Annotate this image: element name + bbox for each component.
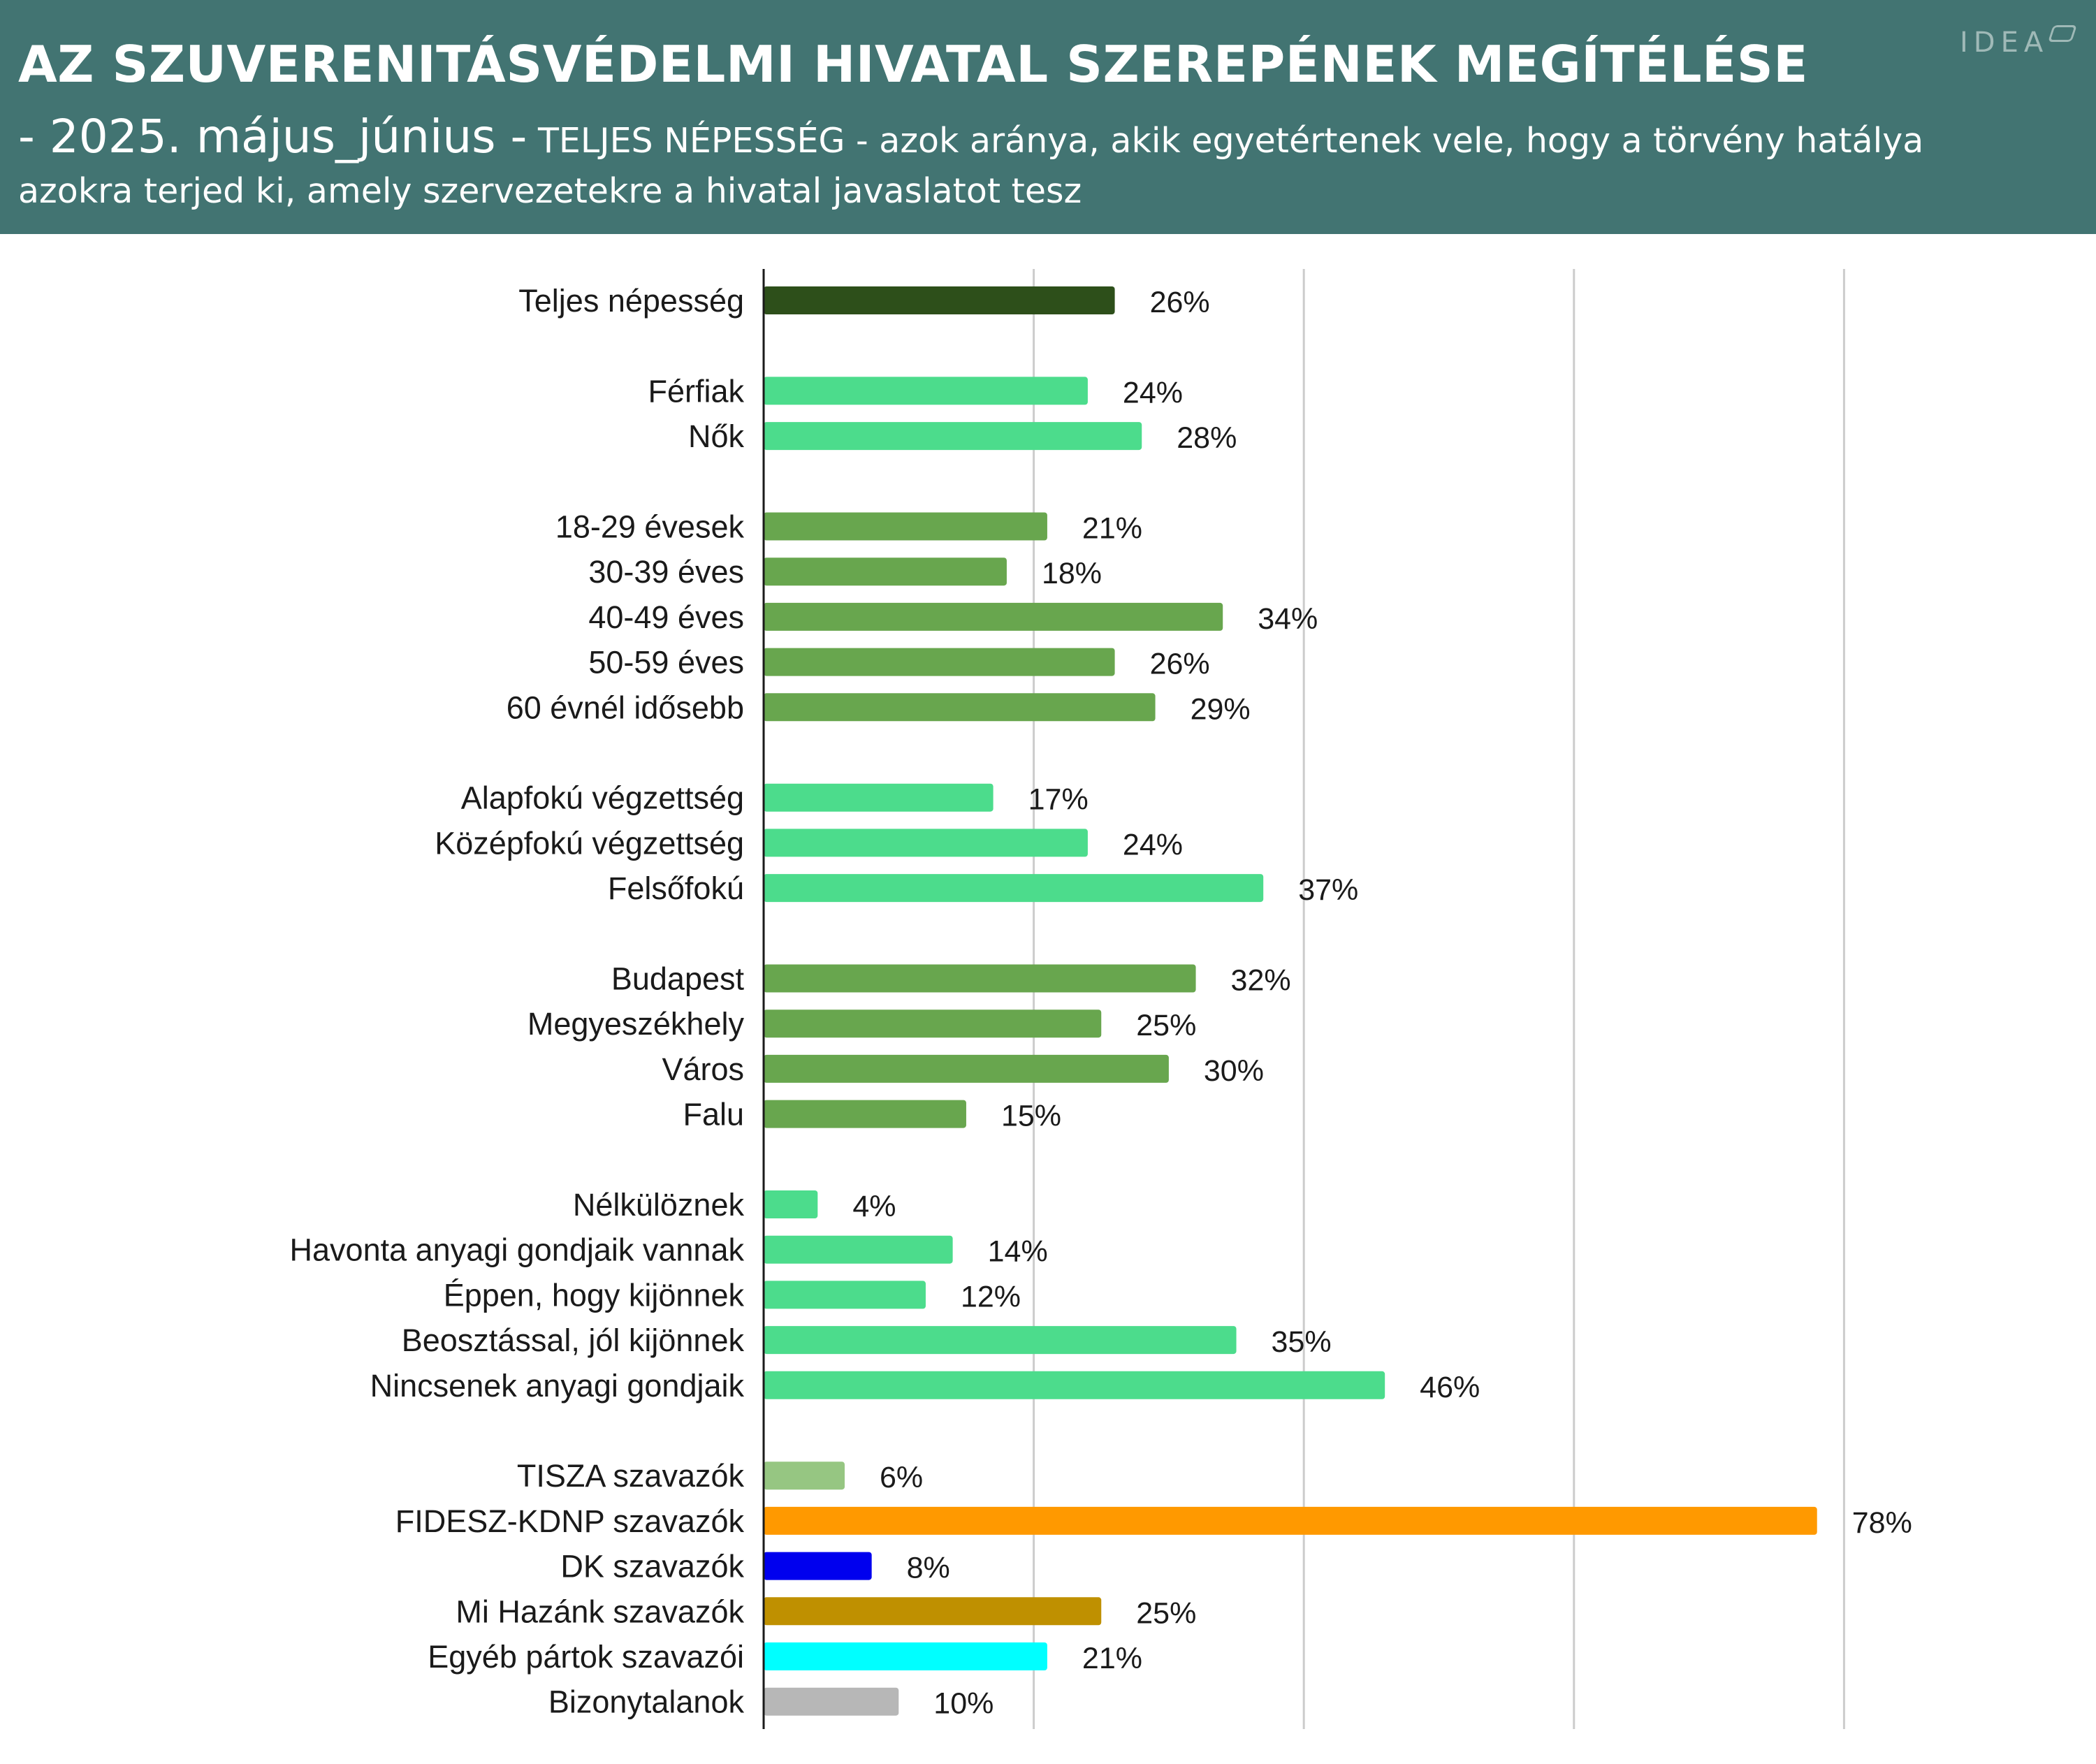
- category-label: Teljes népesség: [518, 283, 744, 319]
- value-label: 25%: [1136, 1596, 1196, 1630]
- bar: [764, 377, 1088, 405]
- category-label: Város: [662, 1051, 744, 1087]
- category-label: DK szavazók: [560, 1549, 744, 1584]
- category-label: 18-29 évesek: [555, 509, 745, 545]
- category-label: Nők: [688, 418, 745, 454]
- bar: [764, 512, 1047, 541]
- bar: [764, 1100, 966, 1128]
- value-label: 24%: [1123, 376, 1183, 409]
- bar: [764, 1597, 1102, 1626]
- bar: [764, 422, 1142, 451]
- header-banner: AZ SZUVERENITÁSVÉDELMI HIVATAL SZEREPÉNE…: [0, 0, 2096, 234]
- value-label: 10%: [933, 1687, 994, 1721]
- value-label: 29%: [1191, 692, 1251, 726]
- bar: [764, 1552, 872, 1580]
- bar: [764, 1235, 953, 1264]
- category-label: FIDESZ-KDNP szavazók: [395, 1503, 745, 1539]
- bar: [764, 829, 1088, 857]
- category-label: 50-59 éves: [588, 645, 744, 680]
- category-label: Beosztással, jól kijönnek: [402, 1322, 745, 1358]
- value-label: 46%: [1420, 1371, 1480, 1404]
- value-label: 12%: [961, 1280, 1021, 1313]
- value-label: 18%: [1042, 557, 1102, 590]
- category-label: Falu: [683, 1097, 744, 1132]
- value-label: 8%: [907, 1552, 950, 1585]
- value-label: 26%: [1150, 648, 1210, 681]
- value-label: 21%: [1082, 512, 1142, 546]
- bar: [764, 1506, 1817, 1535]
- bar: [764, 1009, 1102, 1038]
- category-label: 30-39 éves: [588, 554, 744, 590]
- value-label: 24%: [1123, 828, 1183, 861]
- subtitle-text: TELJES NÉPESSÉG - azok aránya, akik egye…: [18, 121, 1924, 211]
- category-label: Budapest: [611, 961, 745, 997]
- value-label: 6%: [880, 1461, 923, 1494]
- value-label: 21%: [1082, 1642, 1142, 1675]
- page-title: AZ SZUVERENITÁSVÉDELMI HIVATAL SZEREPÉNE…: [18, 35, 1808, 94]
- bar: [764, 783, 994, 812]
- bar: [764, 693, 1156, 722]
- category-label: 40-49 éves: [588, 599, 744, 635]
- category-label: Éppen, hogy kijönnek: [444, 1277, 745, 1313]
- category-label: Nincsenek anyagi gondjaik: [370, 1368, 745, 1404]
- value-label: 35%: [1272, 1325, 1332, 1359]
- page-subtitle: - 2025. május_június - TELJES NÉPESSÉG -…: [18, 112, 2044, 217]
- bar: [764, 1642, 1047, 1670]
- subtitle-date: - 2025. május_június -: [18, 110, 527, 163]
- bar: [764, 1462, 845, 1490]
- bar: [764, 1326, 1237, 1355]
- bar: [764, 1281, 926, 1309]
- bar: [764, 964, 1196, 993]
- value-label: 14%: [988, 1235, 1048, 1269]
- category-label: Megyeszékhely: [527, 1006, 745, 1042]
- value-label: 28%: [1177, 421, 1237, 455]
- value-label: 4%: [852, 1190, 896, 1223]
- bar-chart: Teljes népesség 26% Férfiak 24% Nők 28% 18-29 …: [290, 269, 1912, 1729]
- category-label: 60 évnél idősebb: [507, 690, 744, 725]
- category-label: Férfiak: [648, 373, 744, 409]
- bar: [764, 874, 1264, 903]
- value-label: 15%: [1001, 1100, 1061, 1133]
- category-label: TISZA szavazók: [517, 1458, 745, 1494]
- bar: [764, 286, 1115, 314]
- value-label: 34%: [1258, 602, 1318, 636]
- category-label: Egyéb pártok szavazói: [428, 1639, 744, 1675]
- category-label: Bizonytalanok: [548, 1684, 745, 1720]
- category-label: Középfokú végzettség: [435, 825, 744, 861]
- value-label: 17%: [1028, 783, 1089, 817]
- idea-logo: IDEA: [1960, 27, 2049, 59]
- category-label: Alapfokú végzettség: [461, 780, 744, 816]
- category-label: Felsőfokú: [608, 870, 744, 906]
- idea-logo-mark-icon: [2048, 25, 2077, 42]
- bar: [764, 1190, 818, 1218]
- bar: [764, 648, 1115, 676]
- value-label: 32%: [1231, 964, 1291, 998]
- category-label: Mi Hazánk szavazók: [456, 1594, 744, 1629]
- bar: [764, 1687, 899, 1716]
- value-label: 25%: [1136, 1009, 1196, 1042]
- bar: [764, 1054, 1169, 1083]
- bar: [764, 602, 1223, 631]
- category-label: Nélkülöznek: [573, 1187, 745, 1223]
- value-label: 26%: [1150, 286, 1210, 319]
- bar: [764, 1371, 1385, 1399]
- value-label: 37%: [1298, 873, 1358, 907]
- value-label: 78%: [1852, 1506, 1912, 1540]
- bar: [764, 557, 1007, 586]
- value-label: 30%: [1204, 1054, 1264, 1088]
- category-label: Havonta anyagi gondjaik vannak: [290, 1232, 745, 1268]
